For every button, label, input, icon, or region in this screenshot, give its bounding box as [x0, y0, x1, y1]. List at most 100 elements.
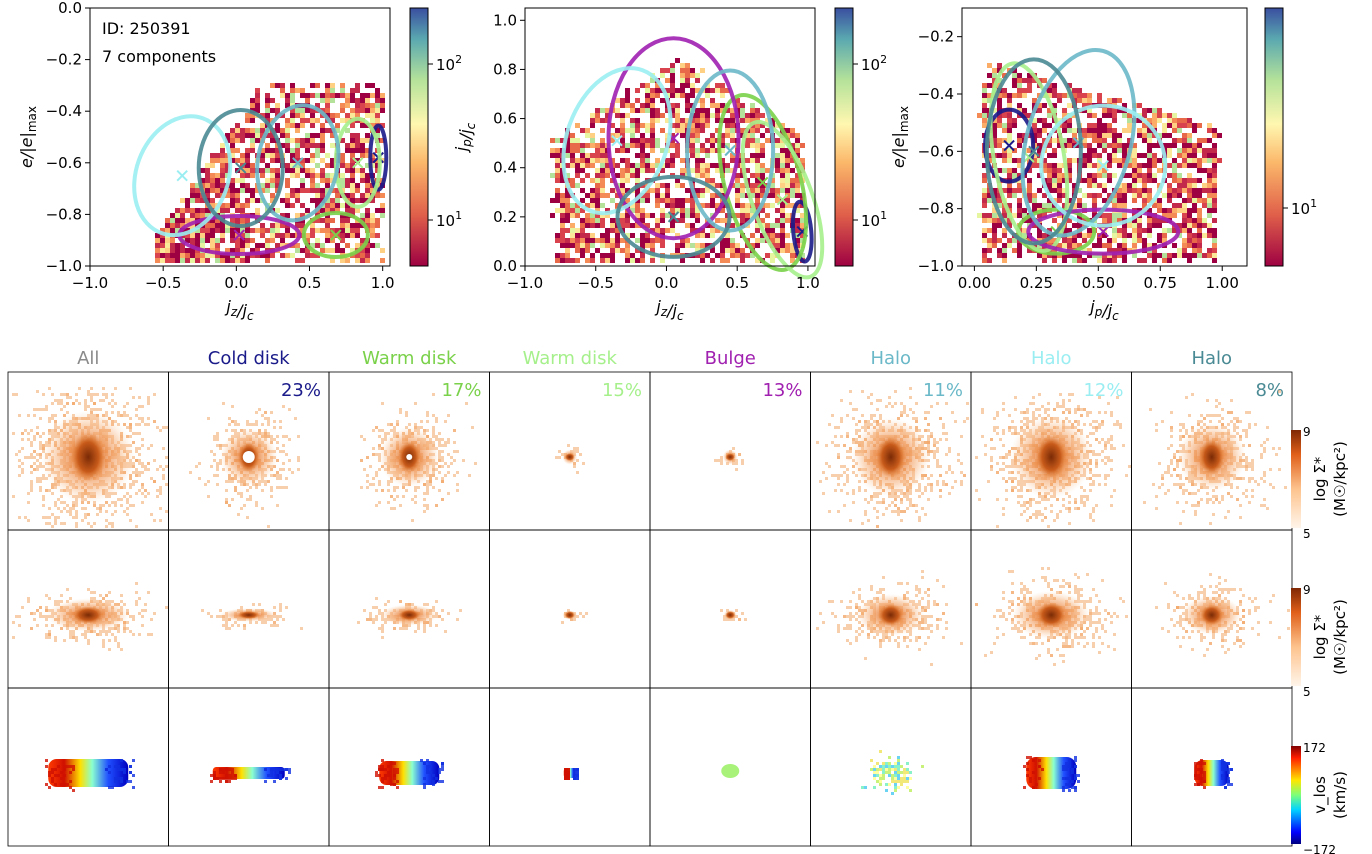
heat-cell — [220, 238, 225, 243]
heat-cell — [285, 193, 290, 198]
heat-cell — [230, 238, 235, 243]
heat-cell — [760, 233, 765, 238]
heat-cell — [220, 168, 225, 173]
heat-cell — [280, 93, 285, 98]
heat-cell — [280, 213, 285, 218]
component-ellipse — [615, 174, 732, 259]
heat-cell — [580, 143, 585, 148]
heat-cell — [1027, 198, 1032, 203]
heat-cell — [355, 83, 360, 88]
heat-cell — [370, 108, 375, 113]
heat-cell — [345, 143, 350, 148]
heat-cell — [590, 138, 595, 143]
heat-cell — [660, 73, 665, 78]
heat-cell — [350, 158, 355, 163]
heat-cell — [610, 258, 615, 263]
heat-cell — [755, 193, 760, 198]
heat-cell — [1177, 188, 1182, 193]
heat-cell — [730, 238, 735, 243]
heat-cell — [625, 248, 630, 253]
heat-cell — [745, 213, 750, 218]
heat-cell — [610, 138, 615, 143]
heat-cell — [565, 193, 570, 198]
heat-cell — [265, 153, 270, 158]
heat-cell — [690, 83, 695, 88]
heat-cell — [670, 103, 675, 108]
heat-cell — [690, 203, 695, 208]
heat-cell — [240, 158, 245, 163]
heat-cell — [255, 103, 260, 108]
heat-cell — [1142, 138, 1147, 143]
heat-cell — [335, 243, 340, 248]
heat-cell — [675, 153, 680, 158]
heat-cell — [625, 258, 630, 263]
heat-cell — [1017, 203, 1022, 208]
heat-cell — [295, 248, 300, 253]
heat-cell — [300, 203, 305, 208]
heat-cell — [280, 253, 285, 258]
heat-cell — [375, 103, 380, 108]
heat-cell — [725, 133, 730, 138]
heat-cell — [305, 168, 310, 173]
heat-cell — [205, 208, 210, 213]
heat-cell — [300, 143, 305, 148]
heat-cell — [1182, 208, 1187, 213]
heat-cell — [325, 83, 330, 88]
heat-cell — [992, 208, 997, 213]
heat-cell — [660, 213, 665, 218]
heat-cell — [680, 78, 685, 83]
heat-cell — [1212, 168, 1217, 173]
heat-cell — [265, 188, 270, 193]
heat-cell — [375, 118, 380, 123]
heat-cell — [1112, 158, 1117, 163]
heat-cell — [690, 213, 695, 218]
heat-cell — [780, 153, 785, 158]
heat-cell — [270, 228, 275, 233]
heat-cell — [175, 243, 180, 248]
heat-cell — [705, 138, 710, 143]
heat-cell — [1187, 218, 1192, 223]
heat-cell — [320, 178, 325, 183]
heat-cell — [635, 138, 640, 143]
x-tick-label: −0.5 — [578, 274, 614, 292]
heat-cell — [1112, 133, 1117, 138]
heat-cell — [180, 218, 185, 223]
heat-cell — [210, 198, 215, 203]
heat-cell — [305, 188, 310, 193]
heat-cell — [360, 248, 365, 253]
heat-cell — [195, 183, 200, 188]
heat-cell — [300, 223, 305, 228]
heat-cell — [670, 223, 675, 228]
heat-cell — [570, 223, 575, 228]
heat-cell — [335, 193, 340, 198]
heat-cell — [290, 148, 295, 153]
heat-cell — [620, 248, 625, 253]
heat-cell — [700, 98, 705, 103]
heat-cell — [1137, 153, 1142, 158]
heat-cell — [690, 168, 695, 173]
component-ellipse — [717, 92, 809, 272]
heat-cell — [1137, 163, 1142, 168]
heat-cell — [195, 208, 200, 213]
heat-cell — [1062, 188, 1067, 193]
heat-cell — [560, 178, 565, 183]
heat-cell — [1147, 178, 1152, 183]
heat-cell — [295, 153, 300, 158]
heat-cell — [265, 168, 270, 173]
heat-cell — [570, 148, 575, 153]
heat-cell — [170, 243, 175, 248]
heat-cell — [695, 73, 700, 78]
heat-cell — [645, 168, 650, 173]
heat-cell — [290, 163, 295, 168]
heat-cell — [1042, 258, 1047, 263]
heat-cell — [300, 248, 305, 253]
heat-cell — [790, 243, 795, 248]
heat-cell — [1117, 163, 1122, 168]
heat-cell — [660, 193, 665, 198]
heat-cell — [1147, 158, 1152, 163]
heat-cell — [605, 258, 610, 263]
heat-cell — [640, 143, 645, 148]
heat-cell — [220, 223, 225, 228]
heat-cell — [565, 198, 570, 203]
heat-cell — [655, 223, 660, 228]
